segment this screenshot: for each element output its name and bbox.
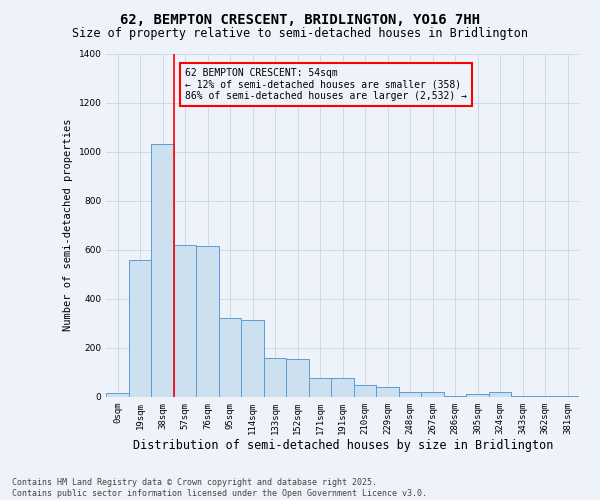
Bar xyxy=(511,396,534,397)
Bar xyxy=(421,392,444,397)
Bar xyxy=(399,392,421,397)
Bar xyxy=(489,392,511,397)
Y-axis label: Number of semi-detached properties: Number of semi-detached properties xyxy=(63,119,73,332)
Bar xyxy=(196,246,219,397)
Bar xyxy=(174,245,196,397)
Bar xyxy=(376,387,399,397)
Bar xyxy=(534,396,556,397)
Text: 62, BEMPTON CRESCENT, BRIDLINGTON, YO16 7HH: 62, BEMPTON CRESCENT, BRIDLINGTON, YO16 … xyxy=(120,12,480,26)
Bar xyxy=(241,320,264,397)
Bar xyxy=(151,144,174,397)
Bar xyxy=(219,318,241,397)
Text: 62 BEMPTON CRESCENT: 54sqm
← 12% of semi-detached houses are smaller (358)
86% o: 62 BEMPTON CRESCENT: 54sqm ← 12% of semi… xyxy=(185,68,467,102)
Text: Contains HM Land Registry data © Crown copyright and database right 2025.
Contai: Contains HM Land Registry data © Crown c… xyxy=(12,478,427,498)
Bar xyxy=(129,260,151,397)
Bar xyxy=(264,358,286,397)
Bar xyxy=(444,396,466,397)
Bar xyxy=(466,394,489,397)
Bar xyxy=(331,378,354,397)
Bar xyxy=(286,359,309,397)
Text: Size of property relative to semi-detached houses in Bridlington: Size of property relative to semi-detach… xyxy=(72,28,528,40)
Bar xyxy=(309,378,331,397)
Bar xyxy=(354,384,376,397)
X-axis label: Distribution of semi-detached houses by size in Bridlington: Distribution of semi-detached houses by … xyxy=(133,440,553,452)
Bar xyxy=(106,393,129,397)
